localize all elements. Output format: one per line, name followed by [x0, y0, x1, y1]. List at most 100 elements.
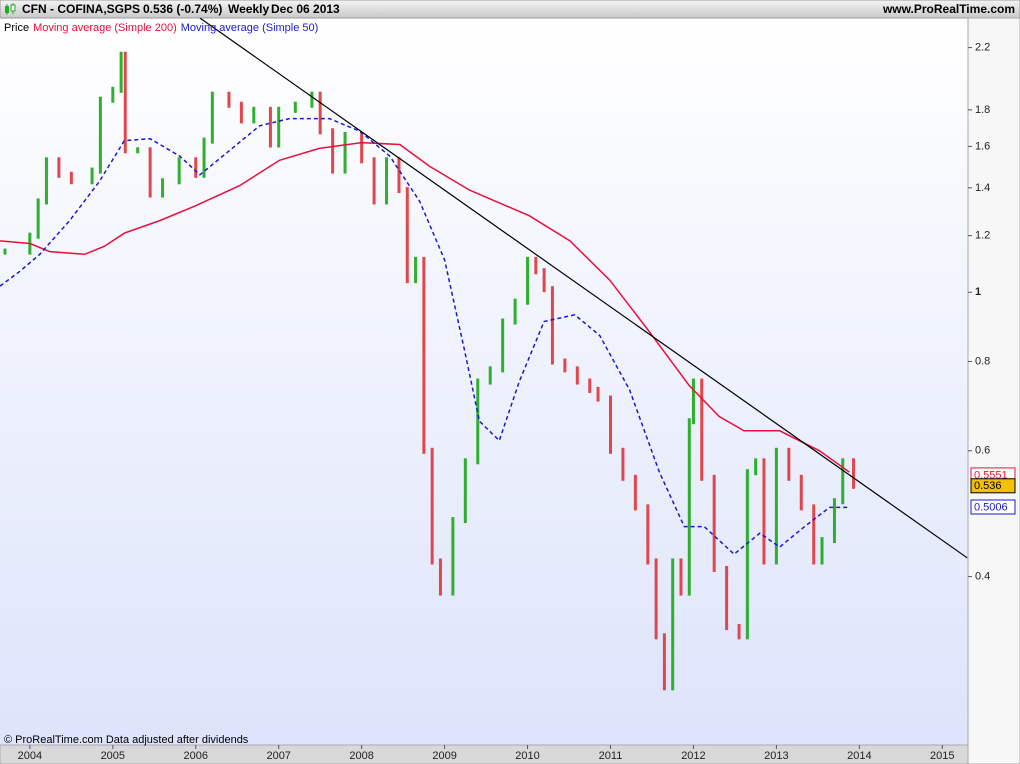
- price-bar: [654, 558, 658, 640]
- price-bar: [646, 504, 650, 565]
- x-tick-label: 2004: [18, 750, 42, 762]
- price-bar: [451, 517, 455, 596]
- price-bar: [488, 366, 492, 385]
- price-bar: [293, 101, 297, 113]
- price-bar: [69, 171, 73, 185]
- price-bar: [194, 157, 198, 178]
- last-value-box: [970, 499, 1016, 515]
- x-tick-label: 2011: [599, 750, 623, 762]
- price-bar: [210, 91, 214, 144]
- site: www.ProRealTime.com: [882, 2, 1015, 16]
- footer: © ProRealTime.com Data adjusted after di…: [4, 734, 249, 746]
- price-bar: [799, 474, 803, 511]
- x-tick-label: 2009: [432, 750, 456, 762]
- price-bar: [476, 378, 480, 465]
- price-bar: [438, 558, 442, 596]
- price-bar: [372, 157, 376, 205]
- price-bar: [787, 447, 791, 481]
- price-bar: [534, 256, 538, 275]
- x-tick-label: 2015: [930, 750, 954, 762]
- price-bar: [227, 91, 231, 108]
- price-bar: [3, 248, 7, 255]
- price-bar: [405, 187, 409, 284]
- price-bar: [812, 504, 816, 565]
- price-bar: [36, 198, 40, 239]
- price-bar: [852, 458, 856, 489]
- price-bar: [820, 537, 824, 565]
- price-bar: [513, 298, 517, 325]
- price-bar: [687, 418, 691, 596]
- price-bar: [123, 51, 127, 154]
- price-bar: [44, 157, 48, 205]
- y-tick-label: 0.4: [975, 571, 990, 583]
- price-bar: [252, 106, 256, 124]
- x-axis-bar: [0, 744, 969, 764]
- price-bar: [563, 358, 567, 373]
- price-bar: [119, 51, 123, 93]
- legend-entry: Price: [4, 22, 29, 34]
- last-value-box: [970, 478, 1016, 494]
- price-bar: [463, 458, 467, 524]
- price-bar: [762, 458, 766, 565]
- y-tick-label: 2.2: [975, 41, 990, 53]
- price-bar: [671, 558, 675, 691]
- price-bar: [700, 378, 704, 481]
- price-bar: [596, 386, 600, 402]
- price-bar: [277, 106, 281, 148]
- moving-average-line: [0, 141, 850, 473]
- header-bar: [0, 0, 1020, 19]
- price-bar: [331, 128, 335, 174]
- price-bar: [57, 157, 61, 178]
- price-bar: [360, 131, 364, 164]
- x-tick-label: 2006: [184, 750, 208, 762]
- price-bar: [712, 474, 716, 572]
- price-bar: [841, 458, 845, 505]
- price-bar: [526, 256, 530, 305]
- price-bar: [430, 447, 434, 565]
- y-tick-label: 1.6: [975, 140, 990, 152]
- legend-entry: Moving average (Simple 200): [33, 22, 177, 34]
- x-tick-label: 2013: [764, 750, 788, 762]
- x-tick-label: 2012: [681, 750, 705, 762]
- price-bar: [148, 147, 152, 198]
- price-bar: [633, 474, 637, 511]
- price-bar: [737, 624, 741, 640]
- price-bar: [550, 286, 554, 365]
- plot-layer: [0, 18, 968, 691]
- x-tick-label: 2014: [847, 750, 871, 762]
- price-bar: [754, 458, 758, 476]
- price-bar: [588, 378, 592, 393]
- last-value-label: 0.536: [974, 480, 1002, 492]
- y-tick-label: 0.6: [975, 445, 990, 457]
- plot-area: [0, 18, 968, 745]
- price-bar: [422, 256, 426, 454]
- y-tick-label: 1.4: [975, 182, 990, 194]
- price-bar: [202, 137, 206, 178]
- price-bar: [111, 86, 115, 103]
- quote: 0.536 (-0.74%): [143, 2, 222, 16]
- y-axis-bar: [967, 17, 1020, 764]
- price-bar: [501, 318, 505, 373]
- price-bar: [310, 91, 314, 108]
- price-bar: [318, 91, 322, 135]
- price-bar: [542, 268, 546, 293]
- trend-line: [199, 18, 968, 559]
- price-bar: [679, 558, 683, 596]
- price-bar: [691, 378, 695, 425]
- price-bar: [177, 157, 181, 185]
- y-tick-label: 0.8: [975, 355, 990, 367]
- price-bar: [268, 106, 272, 148]
- price-bar: [239, 101, 243, 124]
- date: Dec 06 2013: [271, 2, 340, 16]
- header-icon: [5, 3, 16, 15]
- price-bar: [575, 366, 579, 385]
- price-bar: [662, 633, 666, 691]
- x-tick-label: 2007: [266, 750, 290, 762]
- price-bar: [414, 256, 418, 284]
- y-tick-label: 1: [975, 286, 981, 298]
- price-bar: [397, 157, 401, 194]
- last-value-label: 0.5006: [974, 501, 1008, 513]
- price-bar: [136, 147, 140, 154]
- y-tick-label: 1.2: [975, 230, 990, 242]
